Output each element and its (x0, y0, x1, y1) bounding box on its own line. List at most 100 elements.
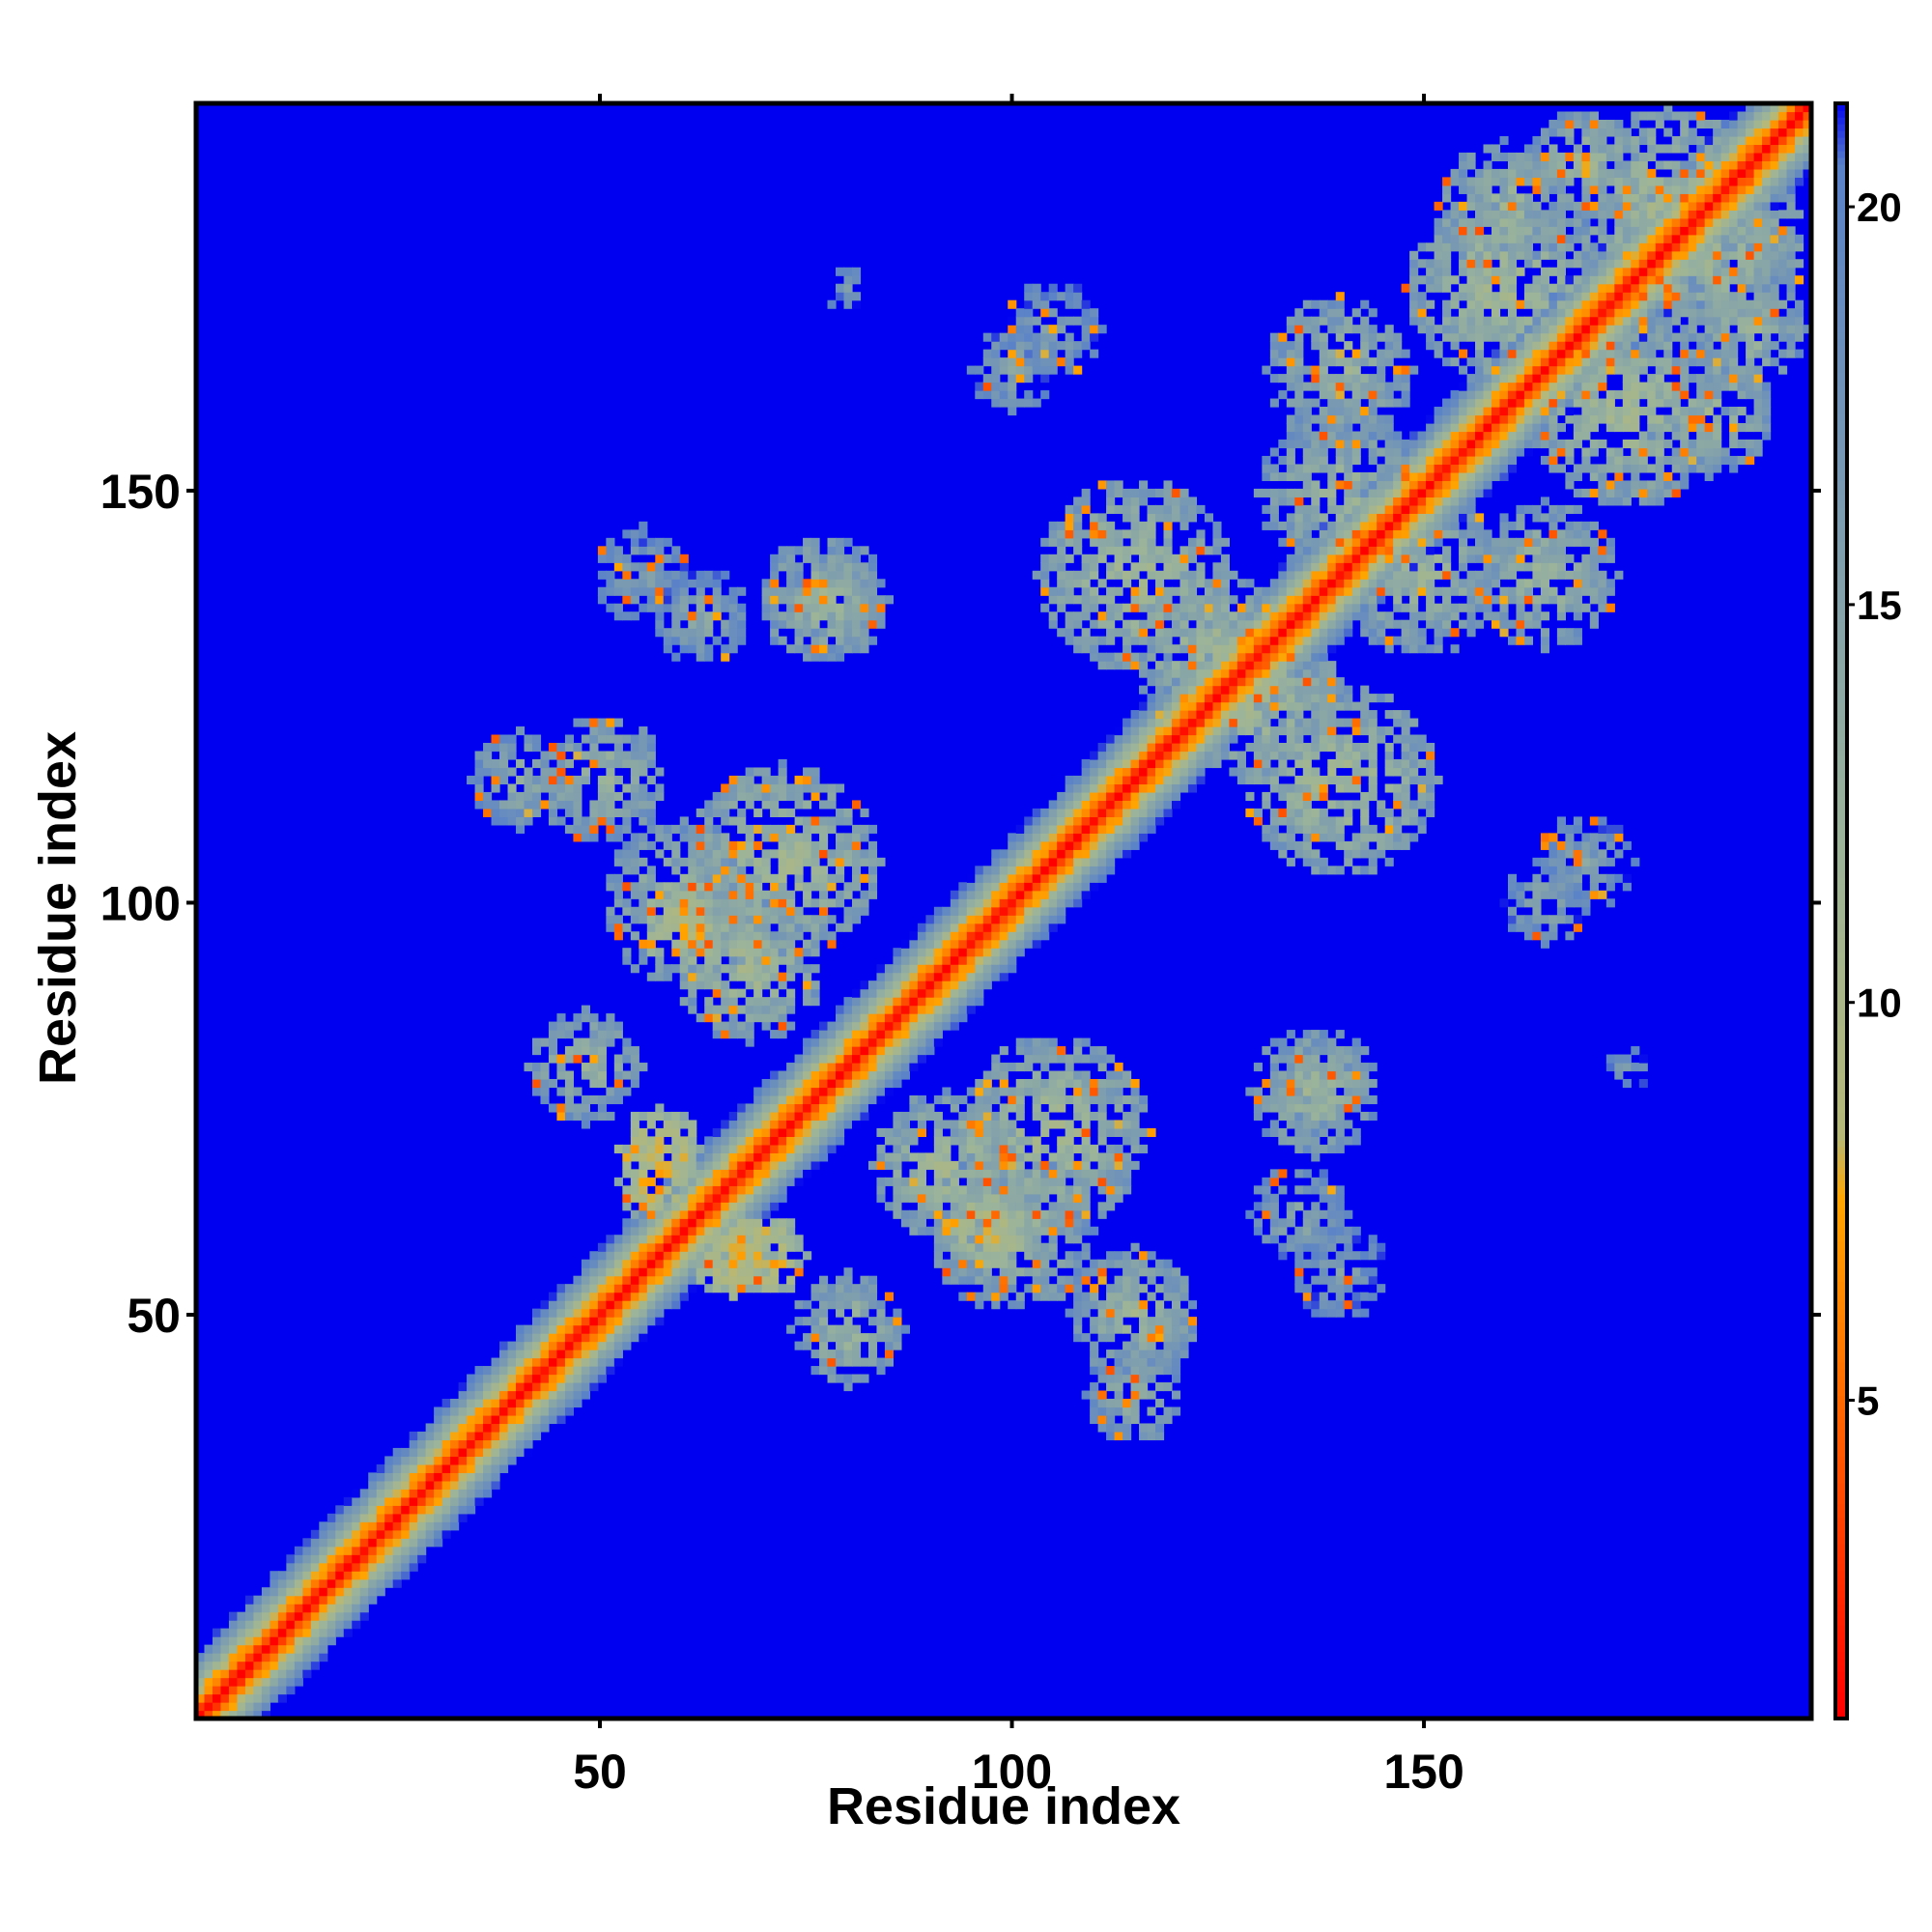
heatmap-cell (663, 570, 672, 580)
heatmap-cell (277, 1595, 287, 1605)
heatmap-cell (630, 1226, 639, 1236)
heatmap-cell (671, 1120, 681, 1129)
heatmap-cell (679, 1218, 689, 1228)
heatmap-cell (401, 1521, 411, 1531)
heatmap-cell (1262, 1209, 1271, 1219)
heatmap-cell (310, 1653, 320, 1662)
heatmap-cell (810, 1284, 820, 1293)
heatmap-cell (531, 791, 542, 802)
heatmap-cell (893, 1037, 902, 1047)
heatmap-cell (573, 1390, 582, 1400)
heatmap-cell (1106, 758, 1116, 769)
heatmap-cell (499, 1447, 509, 1458)
heatmap-cell (737, 619, 747, 629)
heatmap-cell (900, 1136, 910, 1146)
heatmap-cell (548, 1406, 558, 1416)
heatmap-cell (237, 1669, 246, 1679)
heatmap-cell (1122, 570, 1132, 580)
heatmap-cell (860, 857, 869, 867)
heatmap-cell (1057, 529, 1066, 539)
heatmap-cell (573, 1275, 582, 1285)
heatmap-cell (507, 791, 517, 802)
heatmap-cell (728, 964, 738, 974)
heatmap-cell (277, 1693, 287, 1703)
heatmap-cell (655, 1185, 665, 1195)
heatmap-cell (277, 1620, 287, 1630)
heatmap-cell (917, 1169, 926, 1179)
heatmap-cell (1015, 1094, 1025, 1105)
heatmap-cell (1024, 840, 1034, 850)
heatmap-cell (1032, 1037, 1041, 1047)
heatmap-cell (548, 1324, 558, 1334)
heatmap-cell (1073, 1267, 1083, 1277)
heatmap-cell (1081, 873, 1091, 883)
heatmap-cell (524, 1406, 533, 1416)
heatmap-cell (516, 791, 526, 802)
heatmap-cell (679, 1226, 689, 1236)
heatmap-cell (1139, 1259, 1149, 1268)
heatmap-cell (843, 833, 853, 842)
heatmap-cell (958, 1202, 968, 1211)
heatmap-cell (696, 1185, 705, 1195)
heatmap-cell (384, 1472, 394, 1482)
heatmap-cell (745, 1103, 754, 1113)
heatmap-cell (851, 833, 862, 842)
heatmap-cell (1163, 570, 1173, 580)
heatmap-cell (893, 1152, 902, 1162)
heatmap-cell (606, 1267, 615, 1277)
heatmap-cell (1090, 751, 1099, 760)
heatmap-cell (1139, 743, 1149, 753)
heatmap-cell (958, 1218, 968, 1228)
heatmap-cell (909, 997, 919, 1007)
heatmap-cell (1114, 1398, 1123, 1408)
heatmap-cell (458, 1513, 468, 1522)
heatmap-cell (1187, 718, 1198, 727)
heatmap-cell (761, 579, 771, 588)
heatmap-cell (573, 1374, 582, 1383)
heatmap-cell (639, 906, 648, 916)
heatmap-cell (810, 866, 820, 875)
heatmap-cell (737, 1275, 747, 1285)
heatmap-cell (704, 939, 714, 949)
heatmap-cell (999, 357, 1009, 367)
heatmap-cell (679, 562, 689, 572)
heatmap-cell (778, 906, 787, 916)
heatmap-cell (1155, 1259, 1165, 1268)
heatmap-cell (1163, 1333, 1173, 1343)
heatmap-cell (622, 948, 632, 957)
heatmap-cell (933, 1209, 943, 1219)
heatmap-cell (1097, 1169, 1107, 1179)
heatmap-cell (507, 767, 517, 777)
heatmap-cell (893, 997, 902, 1007)
heatmap-cell (827, 816, 837, 826)
heatmap-cell (778, 758, 787, 769)
heatmap-cell (228, 1661, 239, 1670)
heatmap-cell (982, 1185, 992, 1195)
heatmap-cell (696, 586, 705, 596)
heatmap-cell (728, 1030, 738, 1039)
heatmap-cell (794, 562, 804, 572)
heatmap-cell (671, 636, 681, 645)
heatmap-cell (958, 1242, 968, 1252)
heatmap-cell (1171, 619, 1181, 629)
heatmap-cell (966, 1120, 976, 1129)
heatmap-cell (548, 800, 558, 810)
heatmap-cell (458, 1463, 468, 1473)
heatmap-cell (401, 1472, 411, 1482)
heatmap-cell (933, 1120, 943, 1129)
heatmap-cell (1057, 1046, 1066, 1056)
heatmap-cell (1097, 1324, 1107, 1334)
heatmap-cell (1097, 1202, 1107, 1211)
heatmap-cell (1122, 800, 1132, 810)
heatmap-cell (966, 898, 976, 908)
heatmap-cell (1155, 1398, 1165, 1408)
heatmap-cell (1179, 513, 1189, 523)
heatmap-cell (1147, 504, 1156, 514)
heatmap-cell (630, 586, 639, 596)
heatmap-cell (663, 1193, 672, 1203)
heatmap-cell (819, 1357, 829, 1367)
heatmap-cell (277, 1677, 287, 1687)
heatmap-cell (1057, 316, 1066, 326)
heatmap-cell (925, 1185, 935, 1195)
heatmap-cell (966, 1152, 976, 1162)
